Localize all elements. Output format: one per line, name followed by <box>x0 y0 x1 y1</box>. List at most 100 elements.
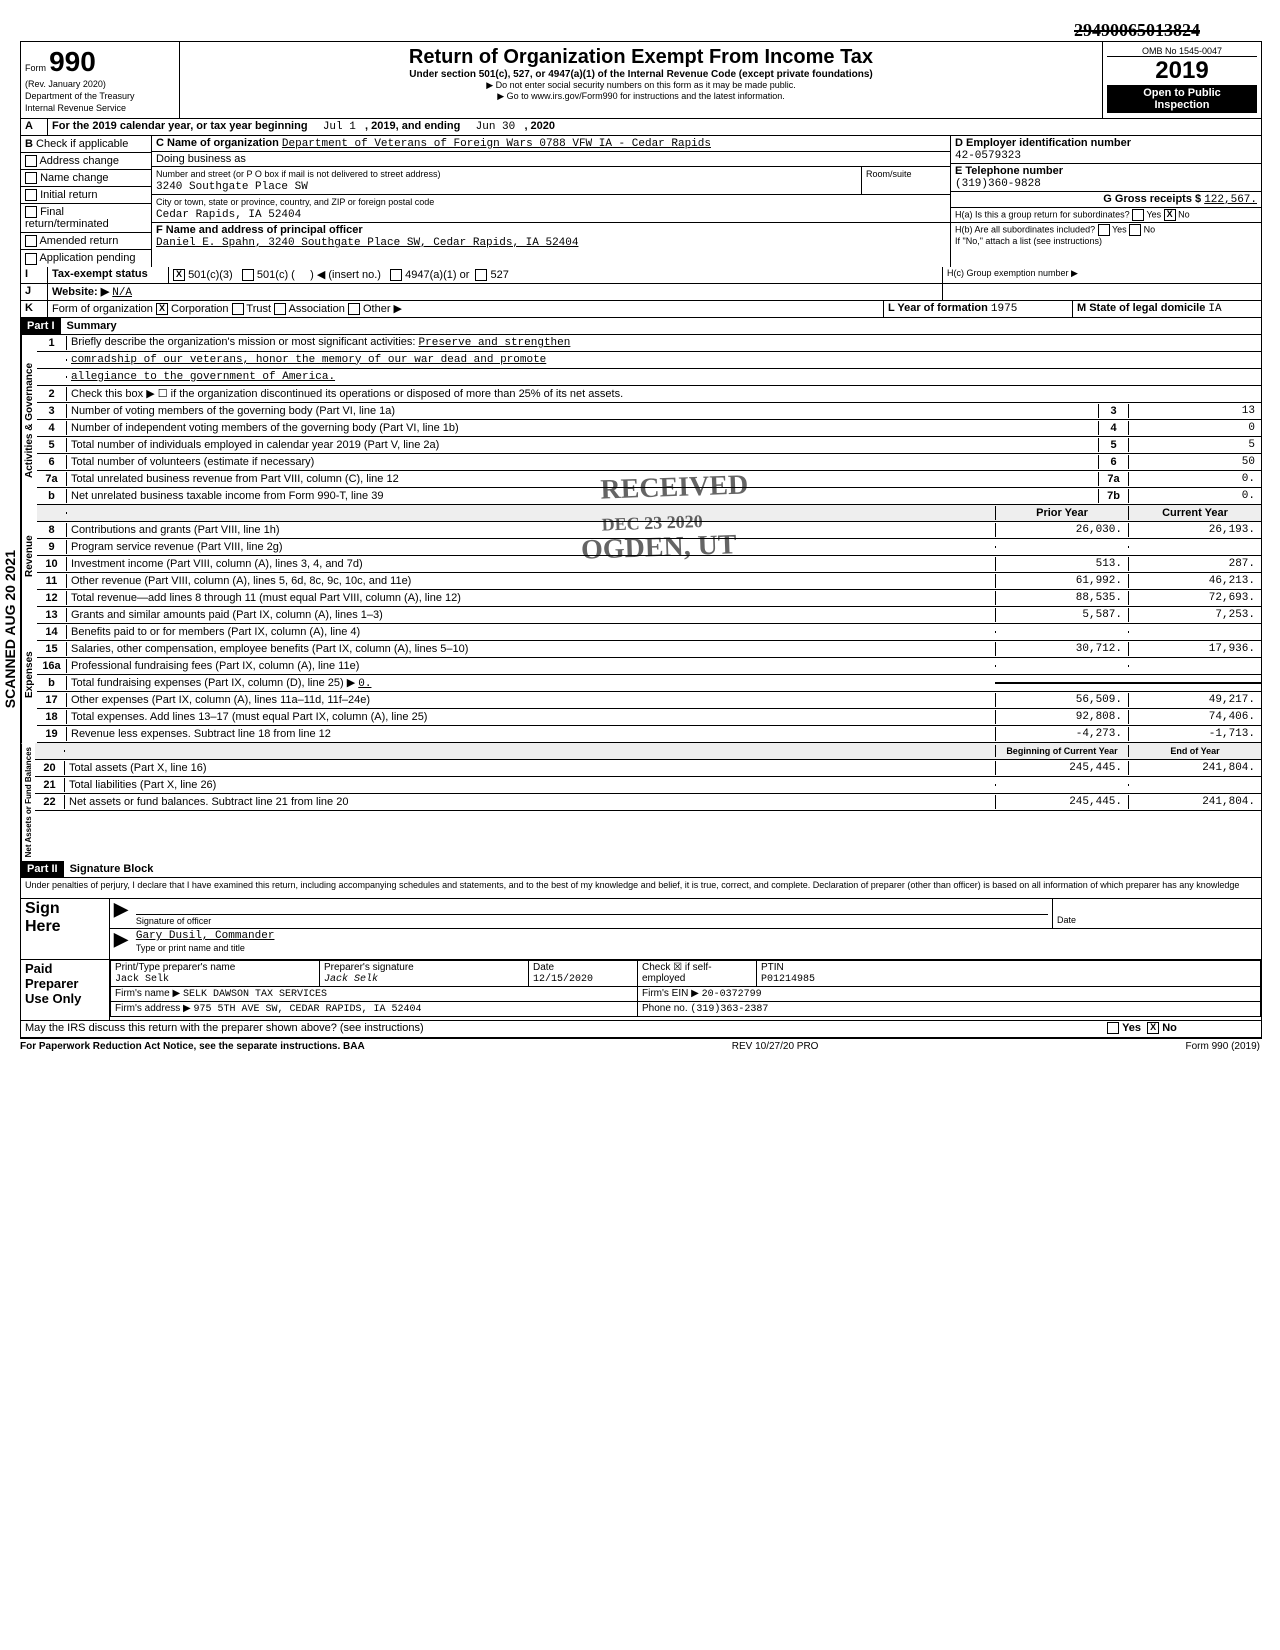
gov-line: 4 Number of independent voting members o… <box>37 420 1261 437</box>
exp-line: 14 Benefits paid to or for members (Part… <box>37 624 1261 641</box>
col-prior-year: Prior Year <box>995 506 1128 520</box>
checkbox-initial-return[interactable] <box>25 189 37 201</box>
checkbox-hb-no[interactable] <box>1129 224 1141 236</box>
label-a: A <box>21 119 48 135</box>
part2-title: Signature Block <box>64 861 160 877</box>
sign-here-label: SignHere <box>25 900 61 935</box>
form-subtitle: Under section 501(c), 527, or 4947(a)(1)… <box>184 69 1098 80</box>
rev-line: 12 Total revenue—add lines 8 through 11 … <box>37 590 1261 607</box>
checkbox-app-pending[interactable] <box>25 253 37 265</box>
domicile: IA <box>1208 303 1221 315</box>
row-i: I Tax-exempt status X 501(c)(3) 501(c) (… <box>21 267 1261 284</box>
paid-preparer-label: PaidPreparerUse Only <box>25 961 81 1006</box>
form-dept: Department of the Treasury <box>25 91 135 101</box>
rev-line: 8 Contributions and grants (Part VIII, l… <box>37 522 1261 539</box>
website-value: N/A <box>112 287 132 299</box>
phone-label: E Telephone number <box>955 165 1063 177</box>
tax-year: 20201919 <box>1107 57 1257 85</box>
checkbox-other[interactable] <box>348 303 360 315</box>
phone-value: (319)360-9828 <box>955 178 1041 190</box>
section-net-label: Net Assets or Fund Balances <box>21 743 35 861</box>
exp-line: 19 Revenue less expenses. Subtract line … <box>37 726 1261 743</box>
pra-notice: For Paperwork Reduction Act Notice, see … <box>20 1041 365 1052</box>
form-irs: Internal Revenue Service <box>25 103 126 113</box>
col-end: End of Year <box>1128 745 1261 757</box>
net-line: 20 Total assets (Part X, line 16) 245,44… <box>35 760 1261 777</box>
firm-name: SELK DAWSON TAX SERVICES <box>183 989 327 1000</box>
firm-phone: (319)363-2387 <box>690 1004 768 1015</box>
col-beginning: Beginning of Current Year <box>995 745 1128 757</box>
checkbox-assoc[interactable] <box>274 303 286 315</box>
preparer-name: Jack Selk <box>115 974 169 985</box>
checkbox-501c3[interactable]: X <box>173 269 185 281</box>
section-exp-label: Expenses <box>21 607 37 743</box>
gov-line: 5 Total number of individuals employed i… <box>37 437 1261 454</box>
year-formation: 1975 <box>991 303 1017 315</box>
checkbox-discuss-yes[interactable] <box>1107 1022 1119 1034</box>
form-prefix: Form <box>25 63 46 73</box>
form-footer: Form 990 (2019) <box>1186 1041 1260 1052</box>
part1-title: Summary <box>61 318 123 334</box>
discuss-question: May the IRS discuss this return with the… <box>21 1021 1103 1037</box>
city-state-zip: Cedar Rapids, IA 52404 <box>156 209 301 221</box>
gov-line: 3 Number of voting members of the govern… <box>37 403 1261 420</box>
entity-block: B Check if applicable Address change Nam… <box>21 136 1261 267</box>
tax-year-begin: Jul 1 <box>323 121 356 133</box>
omb-number: OMB No 1545-0047 <box>1107 46 1257 57</box>
form-990: Form 990 (Rev. January 2020) Department … <box>20 41 1262 1039</box>
checkbox-ha-no[interactable]: X <box>1164 209 1176 221</box>
checkbox-address-change[interactable] <box>25 155 37 167</box>
perjury-statement: Under penalties of perjury, I declare th… <box>21 878 1261 899</box>
exp-line: 16a Professional fundraising fees (Part … <box>37 658 1261 675</box>
section-expenses: Expenses 13 Grants and similar amounts p… <box>21 607 1261 743</box>
org-name: Department of Veterans of Foreign Wars 0… <box>282 138 711 150</box>
net-line: 21 Total liabilities (Part X, line 26) <box>35 777 1261 794</box>
preparer-date: 12/15/2020 <box>533 974 593 985</box>
ein-label: D Employer identification number <box>955 137 1131 149</box>
form-org-label: Form of organization <box>52 303 153 315</box>
domicile-label: M State of legal domicile <box>1077 302 1205 314</box>
dln: 29490065013824 <box>20 20 1260 41</box>
officer-label: F Name and address of principal officer <box>156 224 363 236</box>
ptin: P01214985 <box>761 974 815 985</box>
section-netassets: Net Assets or Fund Balances Beginning of… <box>21 743 1261 861</box>
checkbox-ha-yes[interactable] <box>1132 209 1144 221</box>
checkbox-final-return[interactable] <box>25 206 37 218</box>
group-exemption: H(c) Group exemption number ▶ <box>947 268 1078 278</box>
checkbox-527[interactable] <box>475 269 487 281</box>
check-applicable: Check if applicable <box>36 138 128 150</box>
checkbox-name-change[interactable] <box>25 172 37 184</box>
checkbox-trust[interactable] <box>232 303 244 315</box>
checkbox-corp[interactable]: X <box>156 303 168 315</box>
checkbox-amended[interactable] <box>25 235 37 247</box>
subs-included-q: H(b) Are all subordinates included? <box>955 224 1095 234</box>
section-revenue: Revenue Prior Year Current Year 8 Contri… <box>21 505 1261 607</box>
scanned-stamp: SCANNED AUG 20 2021 <box>2 550 18 708</box>
mission-label: Briefly describe the organization's miss… <box>71 336 415 348</box>
row-a-text: For the 2019 calendar year, or tax year … <box>52 120 308 132</box>
gov-line: 7a Total unrelated business revenue from… <box>37 471 1261 488</box>
net-line: 22 Net assets or fund balances. Subtract… <box>35 794 1261 811</box>
tax-exempt-label: Tax-exempt status <box>52 268 148 280</box>
checkbox-discuss-no[interactable]: X <box>1147 1022 1159 1034</box>
dba-label: Doing business as <box>156 153 246 165</box>
room-label: Room/suite <box>866 169 912 179</box>
rev-line: 11 Other revenue (Part VIII, column (A),… <box>37 573 1261 590</box>
checkbox-501c[interactable] <box>242 269 254 281</box>
form-title: Return of Organization Exempt From Incom… <box>184 46 1098 69</box>
website-label: Website: ▶ <box>52 286 109 298</box>
checkbox-hb-yes[interactable] <box>1098 224 1110 236</box>
rev-date: REV 10/27/20 PRO <box>732 1041 819 1052</box>
officer-name-addr: Daniel E. Spahn, 3240 Southgate Place SW… <box>156 237 578 249</box>
preparer-sig: Jack Selk <box>324 974 378 985</box>
checkbox-4947[interactable] <box>390 269 402 281</box>
exp-line: 17 Other expenses (Part IX, column (A), … <box>37 692 1261 709</box>
arrow-icon: ▶ <box>110 929 132 957</box>
gov-line: b Net unrelated business taxable income … <box>37 488 1261 505</box>
form-number: 990 <box>49 46 96 77</box>
street-address: 3240 Southgate Place SW <box>156 181 308 193</box>
line2-text: Check this box ▶ ☐ if the organization d… <box>67 386 1261 401</box>
exp-line: 13 Grants and similar amounts paid (Part… <box>37 607 1261 624</box>
gross-receipts-label: G Gross receipts $ <box>1103 193 1201 205</box>
firm-address: 975 5TH AVE SW, CEDAR RAPIDS, IA 52404 <box>194 1004 422 1015</box>
